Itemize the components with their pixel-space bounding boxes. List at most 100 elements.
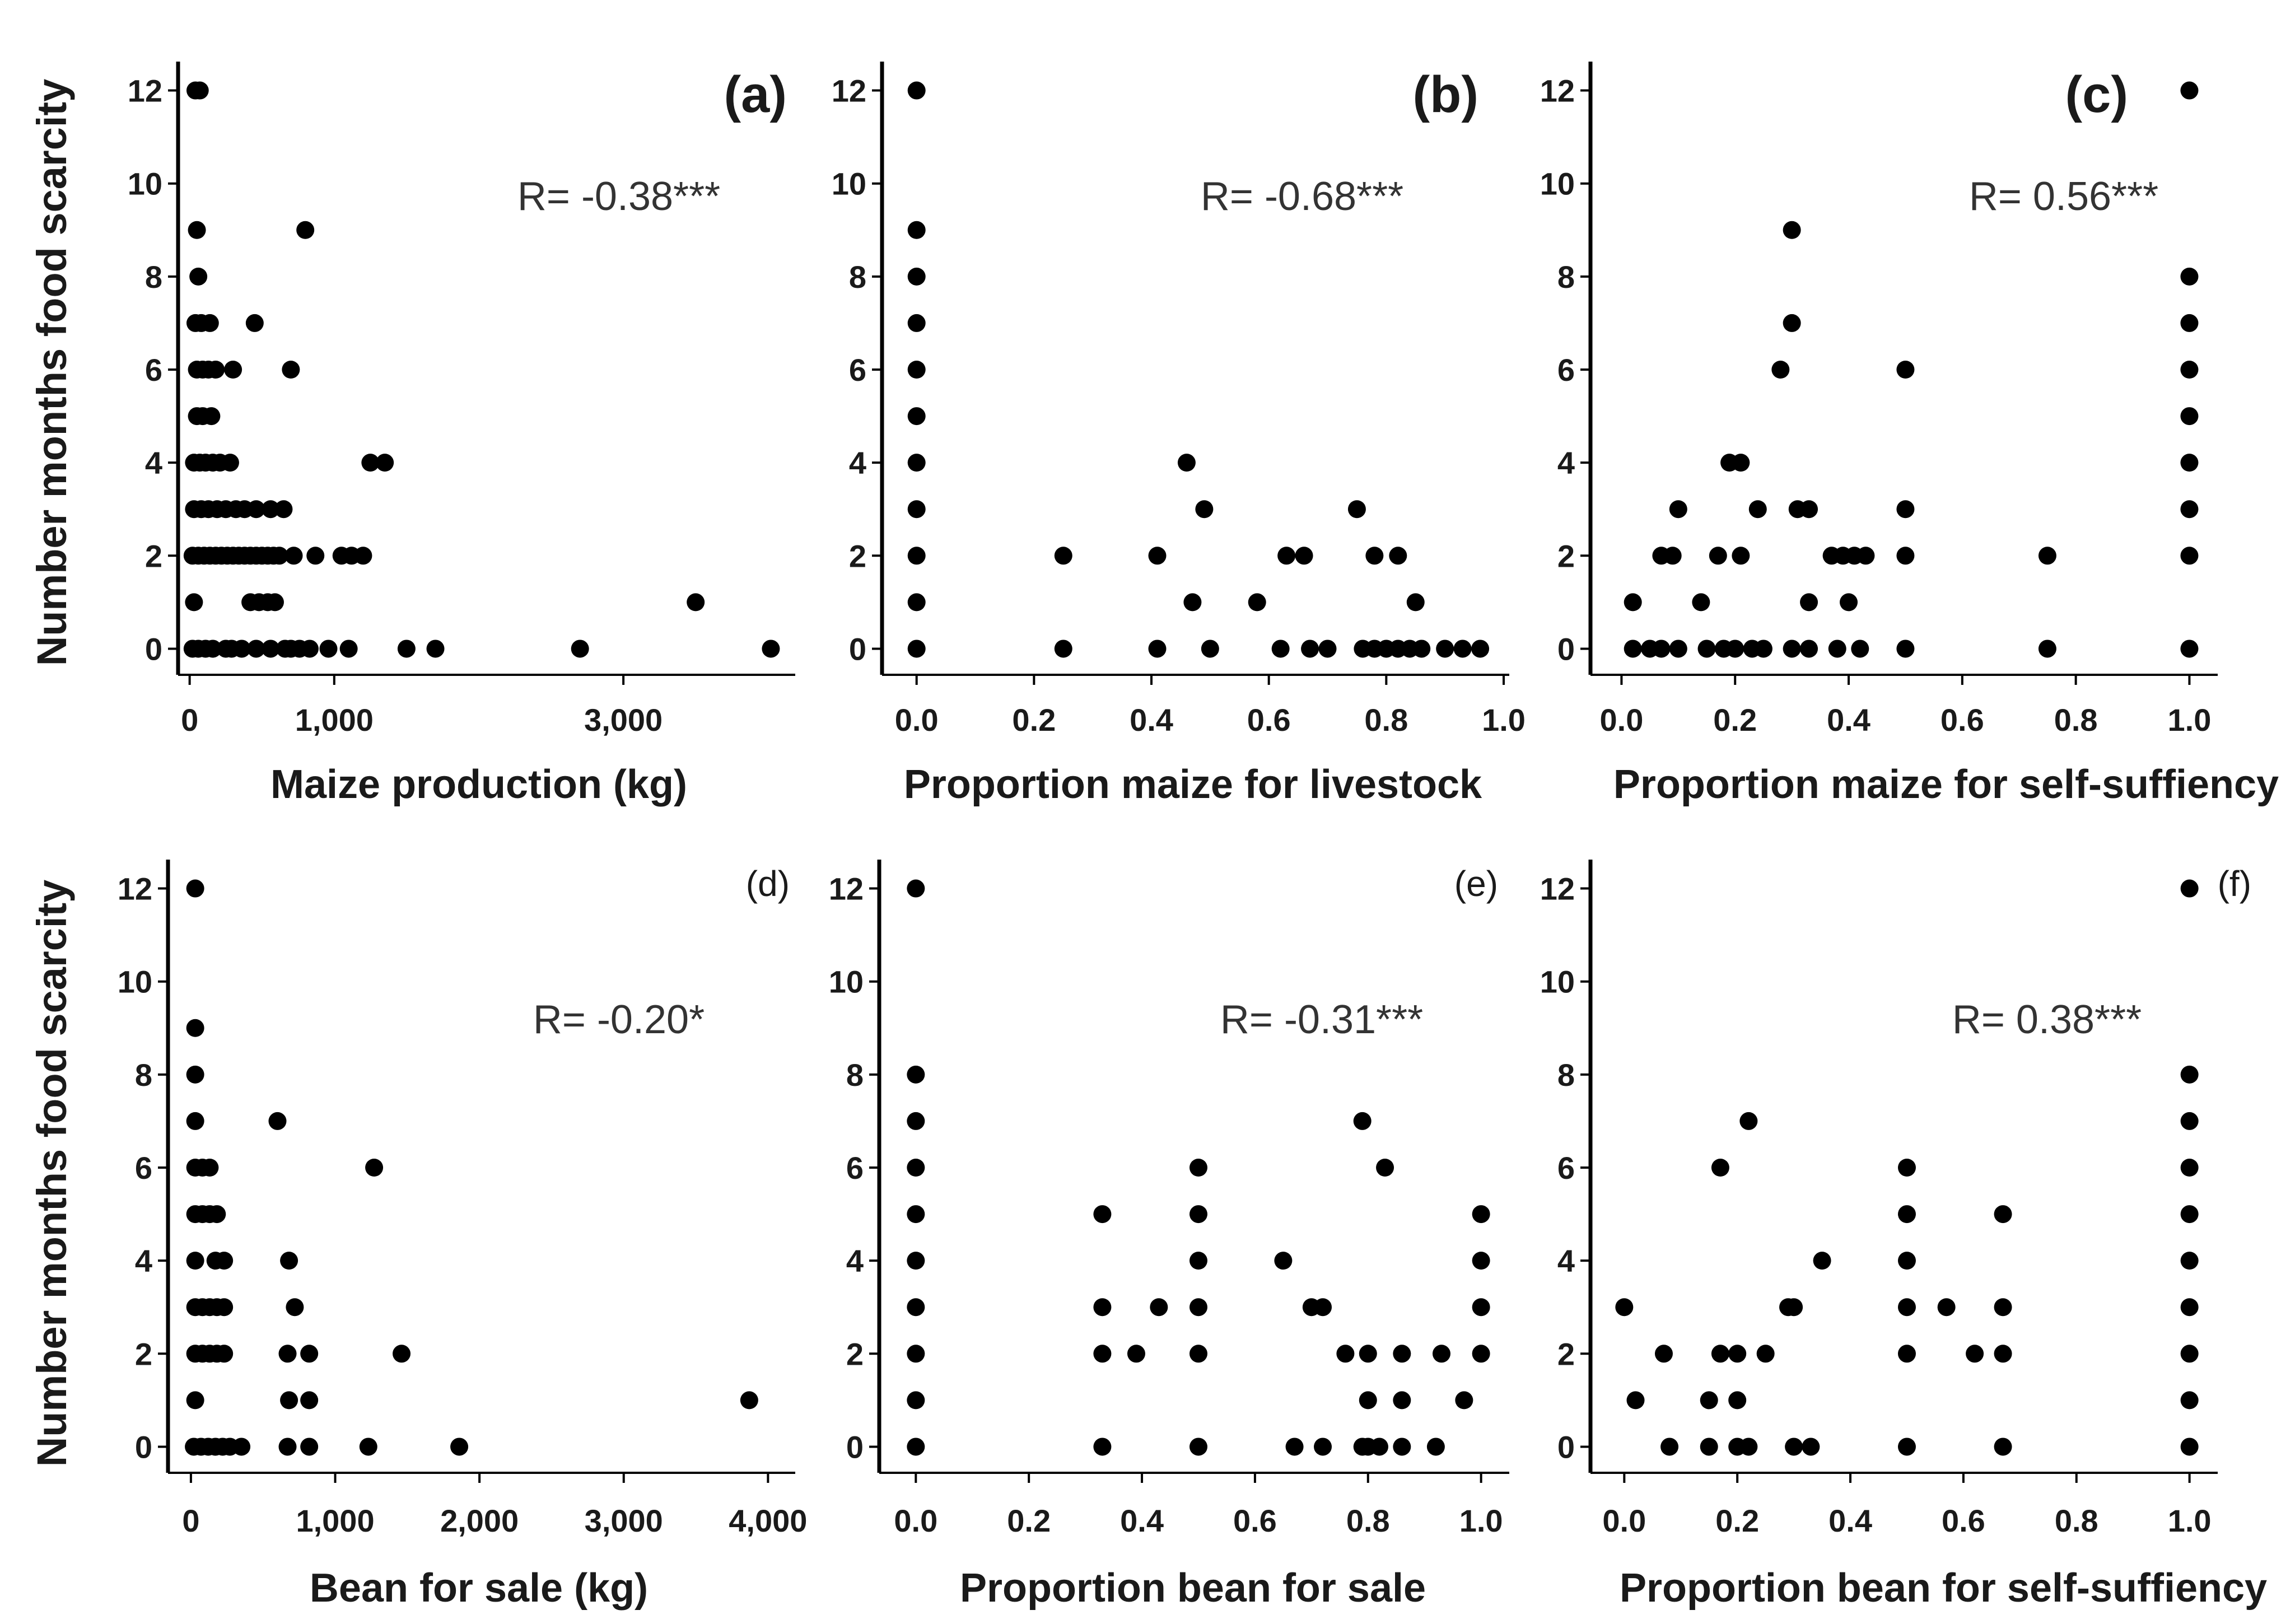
y-tick-label: 6	[135, 1150, 152, 1186]
data-point	[1189, 1205, 1207, 1224]
data-point	[1093, 1205, 1112, 1224]
data-point	[1896, 361, 1915, 379]
data-point	[2180, 1252, 2199, 1270]
data-point	[1851, 640, 1869, 658]
data-point	[1285, 1438, 1304, 1456]
data-point	[2180, 407, 2199, 426]
data-point	[1201, 640, 1219, 658]
data-point	[1663, 547, 1682, 565]
data-point	[907, 221, 926, 239]
y-tick-label: 8	[1557, 259, 1575, 295]
x-tick-label: 0.0	[1599, 702, 1643, 738]
data-point	[2180, 1112, 2199, 1130]
y-tick-label: 4	[849, 445, 866, 480]
data-point	[1748, 500, 1767, 519]
y-tick-label: 10	[829, 964, 864, 1000]
data-point	[1347, 500, 1366, 519]
x-tick-label: 0.6	[1233, 1503, 1277, 1538]
data-point	[1093, 1298, 1112, 1317]
data-point	[2180, 314, 2199, 332]
data-point	[1739, 1112, 1758, 1130]
data-point	[300, 1345, 319, 1363]
y-tick-label: 4	[846, 1243, 864, 1278]
data-point	[245, 314, 264, 332]
correlation-label: R= -0.31***	[1220, 997, 1423, 1042]
data-point	[2180, 879, 2199, 898]
data-point	[1093, 1438, 1112, 1456]
data-point	[2180, 500, 2199, 519]
x-tick-label: 0	[182, 1503, 199, 1538]
y-axis-title-bottom: Number months food scarcity	[29, 880, 75, 1467]
panel-c: 0 2 4 6 8 10 12 0.0 0.2 0.4 0.6 0.8 1.0 Proportion ma…	[1540, 62, 2279, 807]
data-point	[280, 1391, 298, 1410]
data-point	[1771, 361, 1790, 379]
data-point	[278, 1345, 297, 1363]
y-tick-label: 10	[1540, 166, 1575, 202]
data-point	[1389, 547, 1407, 565]
y-tick-label: 6	[849, 352, 866, 388]
y-tick-label: 12	[832, 73, 866, 109]
data-point	[186, 1065, 204, 1084]
y-tick-label: 0	[1557, 631, 1575, 666]
data-point	[1183, 593, 1202, 612]
data-point	[1897, 1159, 1916, 1177]
data-point	[1093, 1345, 1112, 1363]
data-point	[1271, 640, 1290, 658]
data-point	[265, 593, 284, 612]
y-tick-label: 8	[849, 259, 866, 295]
x-tick-label: 1.0	[1482, 702, 1526, 738]
data-point	[1054, 640, 1072, 658]
y-tick-label: 10	[118, 964, 152, 1000]
y-tick-label: 12	[1540, 871, 1575, 907]
data-point	[185, 593, 203, 612]
y-tick-label: 8	[846, 1057, 864, 1093]
data-point	[1897, 1345, 1916, 1363]
data-point	[262, 500, 280, 519]
panel-label: (b)	[1413, 66, 1478, 123]
data-point	[907, 593, 926, 612]
x-tick-label: 0.8	[1346, 1503, 1390, 1538]
data-point	[907, 547, 926, 565]
data-point	[907, 1159, 925, 1177]
data-point	[186, 1019, 204, 1037]
data-point	[215, 1298, 234, 1317]
data-point	[1301, 640, 1319, 658]
data-point	[1896, 500, 1915, 519]
data-point	[1697, 640, 1716, 658]
data-point	[1295, 547, 1313, 565]
data-point	[207, 361, 225, 379]
data-point	[1756, 1345, 1775, 1363]
x-tick-label: 0.2	[1713, 702, 1757, 738]
data-point	[1412, 640, 1431, 658]
x-tick-label: 3,000	[584, 702, 663, 738]
panels: 0 2 4 6 8 10 12 0 1,000 3,000 Maize production (kg…	[118, 62, 2279, 1611]
data-point	[1195, 500, 1214, 519]
data-point	[1700, 1438, 1718, 1456]
data-point	[186, 1112, 204, 1130]
data-point	[397, 640, 416, 658]
data-point	[282, 361, 300, 379]
data-point	[2180, 1345, 2199, 1363]
data-point	[1692, 593, 1710, 612]
data-point	[1177, 454, 1196, 472]
data-point	[907, 267, 926, 286]
data-point	[202, 407, 221, 426]
y-tick-label: 12	[1540, 73, 1575, 109]
data-point	[339, 640, 358, 658]
data-point	[1937, 1298, 1956, 1317]
x-tick-label: 0.6	[1247, 702, 1291, 738]
data-point	[1318, 640, 1337, 658]
data-point	[1669, 500, 1687, 519]
data-point	[284, 547, 303, 565]
data-point	[907, 407, 926, 426]
y-tick-label: 4	[135, 1243, 152, 1278]
data-point	[907, 1112, 925, 1130]
y-tick-label: 0	[849, 631, 866, 666]
y-tick-label: 8	[145, 259, 162, 295]
data-point	[907, 81, 926, 100]
panel-label: (d)	[746, 864, 790, 904]
data-point	[300, 1391, 319, 1410]
data-point	[1994, 1345, 2012, 1363]
data-point	[1652, 640, 1671, 658]
y-tick-label: 10	[832, 166, 866, 202]
